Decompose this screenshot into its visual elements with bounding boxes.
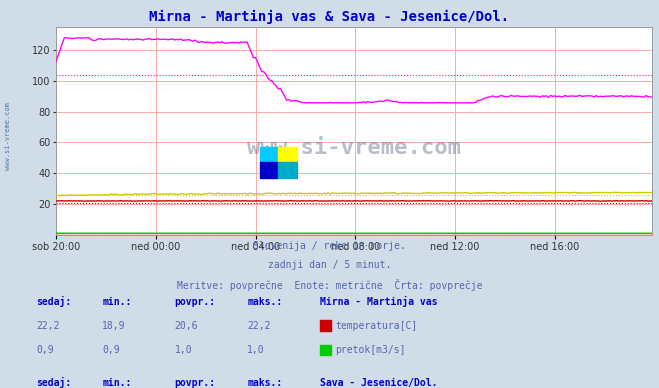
Text: 20,6: 20,6 bbox=[175, 320, 198, 331]
Bar bbox=[260, 147, 278, 163]
Text: Sava - Jesenice/Dol.: Sava - Jesenice/Dol. bbox=[320, 378, 437, 388]
Text: povpr.:: povpr.: bbox=[175, 296, 215, 307]
Text: 0,9: 0,9 bbox=[102, 345, 120, 355]
Text: maks.:: maks.: bbox=[247, 296, 282, 307]
Text: www.si-vreme.com: www.si-vreme.com bbox=[247, 138, 461, 158]
Text: Meritve: povprečne  Enote: metrične  Črta: povprečje: Meritve: povprečne Enote: metrične Črta:… bbox=[177, 279, 482, 291]
Text: sedaj:: sedaj: bbox=[36, 378, 71, 388]
Text: Slovenija / reke in morje.: Slovenija / reke in morje. bbox=[253, 241, 406, 251]
Text: 22,2: 22,2 bbox=[36, 320, 60, 331]
Bar bbox=[278, 163, 297, 178]
Text: www.si-vreme.com: www.si-vreme.com bbox=[5, 102, 11, 170]
Text: min.:: min.: bbox=[102, 378, 132, 388]
Text: Mirna - Martinja vas & Sava - Jesenice/Dol.: Mirna - Martinja vas & Sava - Jesenice/D… bbox=[150, 10, 509, 24]
Text: 0,9: 0,9 bbox=[36, 345, 54, 355]
Text: 1,0: 1,0 bbox=[175, 345, 192, 355]
Text: povpr.:: povpr.: bbox=[175, 378, 215, 388]
Text: min.:: min.: bbox=[102, 296, 132, 307]
Text: pretok[m3/s]: pretok[m3/s] bbox=[335, 345, 406, 355]
Text: 18,9: 18,9 bbox=[102, 320, 126, 331]
Bar bbox=[278, 147, 297, 163]
Text: temperatura[C]: temperatura[C] bbox=[335, 320, 418, 331]
Text: zadnji dan / 5 minut.: zadnji dan / 5 minut. bbox=[268, 260, 391, 270]
Bar bbox=[260, 163, 278, 178]
Text: Mirna - Martinja vas: Mirna - Martinja vas bbox=[320, 296, 437, 307]
Text: 22,2: 22,2 bbox=[247, 320, 271, 331]
Text: 1,0: 1,0 bbox=[247, 345, 265, 355]
Text: maks.:: maks.: bbox=[247, 378, 282, 388]
Text: sedaj:: sedaj: bbox=[36, 296, 71, 307]
